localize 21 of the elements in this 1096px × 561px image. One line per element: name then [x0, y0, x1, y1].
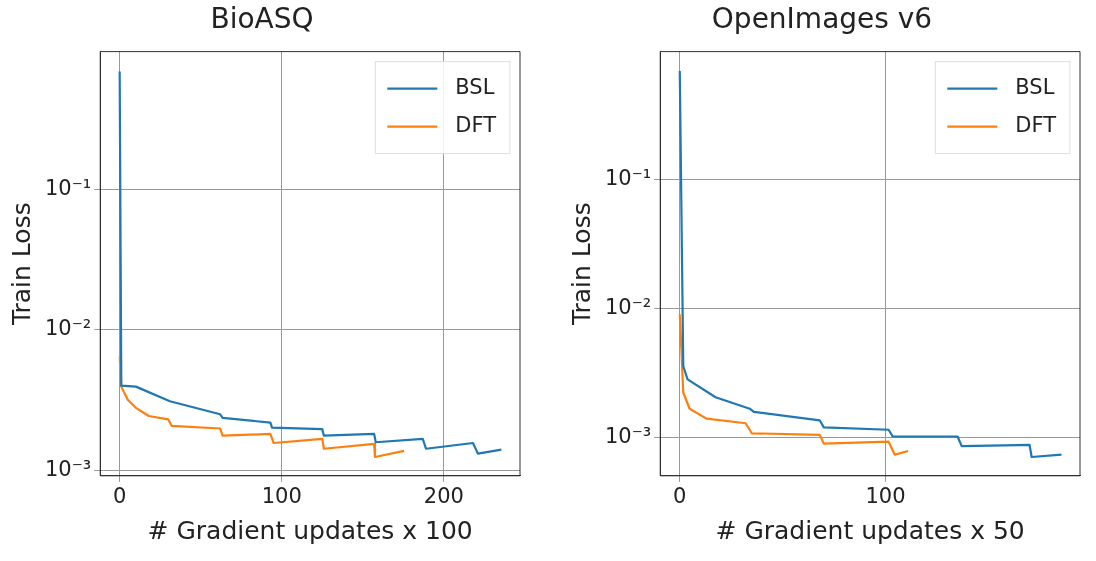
y-axis-title: Train Loss — [566, 202, 596, 327]
y-tick-label: 10⁻² — [44, 316, 92, 341]
y-tick-label: 10⁻¹ — [44, 176, 92, 201]
x-tick-label: 200 — [423, 483, 464, 508]
x-tick-label: 100 — [865, 483, 906, 508]
y-tick-label: 10⁻³ — [44, 456, 92, 481]
y-tick-label: 10⁻³ — [604, 423, 652, 448]
chart-title: BioASQ — [210, 2, 314, 36]
x-tick-label: 100 — [261, 483, 302, 508]
legend-label: BSL — [455, 75, 495, 100]
y-tick-label: 10⁻¹ — [604, 166, 652, 191]
x-axis-title: # Gradient updates x 100 — [147, 515, 473, 545]
x-axis-title: # Gradient updates x 50 — [715, 515, 1025, 545]
y-tick-label: 10⁻² — [604, 294, 652, 319]
x-tick-label: 0 — [673, 483, 687, 508]
y-axis-title: Train Loss — [6, 202, 36, 327]
legend-label: DFT — [455, 113, 497, 138]
legend-label: BSL — [1015, 75, 1055, 100]
legend-label: DFT — [1015, 113, 1057, 138]
chart-title: OpenImages v6 — [711, 2, 933, 36]
x-tick-label: 0 — [112, 483, 127, 508]
